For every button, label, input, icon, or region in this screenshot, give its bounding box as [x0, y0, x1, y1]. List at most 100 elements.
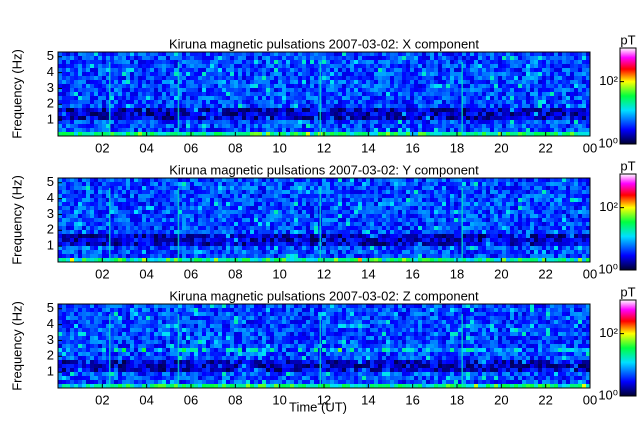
texture-cell [502, 132, 506, 136]
texture-cell [350, 132, 354, 136]
texture-cell [458, 222, 462, 226]
texture-cell [254, 206, 258, 210]
texture-cell [490, 120, 494, 124]
texture-cell [246, 72, 250, 76]
texture-cell [246, 254, 250, 258]
texture-cell [122, 246, 126, 250]
texture-cell [134, 182, 138, 186]
texture-cell [70, 194, 74, 198]
texture-cell [478, 64, 482, 68]
texture-cell [190, 76, 194, 80]
texture-cell [526, 116, 530, 120]
texture-cell [102, 238, 106, 242]
texture-cell [390, 124, 394, 128]
texture-cell [62, 128, 66, 132]
texture-cell [410, 120, 414, 124]
texture-cell [378, 100, 382, 104]
texture-cell [306, 230, 310, 234]
texture-cell [98, 100, 102, 104]
texture-cell [422, 206, 426, 210]
texture-cell [478, 52, 482, 56]
texture-cell [58, 116, 62, 120]
texture-cell [310, 52, 314, 56]
texture-cell [490, 96, 494, 100]
texture-cell [410, 242, 414, 246]
texture-cell [302, 120, 306, 124]
texture-cell [582, 80, 586, 84]
texture-cell [402, 52, 406, 56]
texture-cell [138, 182, 142, 186]
texture-cell [126, 198, 130, 202]
texture-cell [470, 124, 474, 128]
texture-cell [166, 132, 170, 136]
texture-cell [282, 104, 286, 108]
texture-cell [190, 80, 194, 84]
texture-cell [386, 186, 390, 190]
texture-cell [498, 112, 502, 116]
texture-cell [362, 76, 366, 80]
texture-cell [166, 116, 170, 120]
texture-cell [126, 128, 130, 132]
texture-cell [290, 198, 294, 202]
texture-cell [206, 84, 210, 88]
texture-cell [438, 52, 442, 56]
texture-cell [494, 84, 498, 88]
texture-cell [446, 186, 450, 190]
texture-cell [278, 246, 282, 250]
texture-cell [186, 92, 190, 96]
texture-cell [262, 222, 266, 226]
texture-cell [418, 234, 422, 238]
texture-cell [382, 72, 386, 76]
texture-cell [354, 178, 358, 182]
texture-cell [262, 210, 266, 214]
texture-cell [102, 52, 106, 56]
texture-cell [98, 198, 102, 202]
texture-cell [402, 96, 406, 100]
texture-cell [442, 190, 446, 194]
texture-cell [234, 178, 238, 182]
texture-cell [222, 226, 226, 230]
texture-cell [86, 68, 90, 72]
texture-cell [554, 96, 558, 100]
texture-cell [534, 100, 538, 104]
texture-cell [578, 92, 582, 96]
texture-cell [442, 242, 446, 246]
texture-cell [418, 186, 422, 190]
texture-cell [86, 254, 90, 258]
texture-cell [166, 120, 170, 124]
texture-cell [110, 80, 114, 84]
texture-cell [174, 88, 178, 92]
texture-cell [394, 92, 398, 96]
texture-cell [198, 210, 202, 214]
texture-cell [122, 84, 126, 88]
texture-cell [454, 112, 458, 116]
texture-cell [454, 198, 458, 202]
texture-cell [70, 214, 74, 218]
texture-cell [466, 120, 470, 124]
texture-cell [302, 178, 306, 182]
texture-cell [446, 120, 450, 124]
texture-cell [98, 92, 102, 96]
texture-cell [314, 250, 318, 254]
texture-cell [78, 124, 82, 128]
texture-cell [426, 206, 430, 210]
texture-cell [218, 92, 222, 96]
texture-cell [518, 52, 522, 56]
texture-cell [394, 254, 398, 258]
texture-cell [542, 132, 546, 136]
texture-cell [418, 202, 422, 206]
texture-cell [542, 128, 546, 132]
texture-cell [298, 210, 302, 214]
texture-cell [382, 214, 386, 218]
texture-cell [70, 84, 74, 88]
texture-cell [98, 76, 102, 80]
texture-cell [222, 68, 226, 72]
texture-cell [374, 68, 378, 72]
texture-cell [582, 56, 586, 60]
texture-cell [330, 104, 334, 108]
texture-cell [122, 76, 126, 80]
texture-cell [378, 120, 382, 124]
texture-cell [178, 234, 182, 238]
texture-cell [222, 64, 226, 68]
texture-cell [302, 84, 306, 88]
